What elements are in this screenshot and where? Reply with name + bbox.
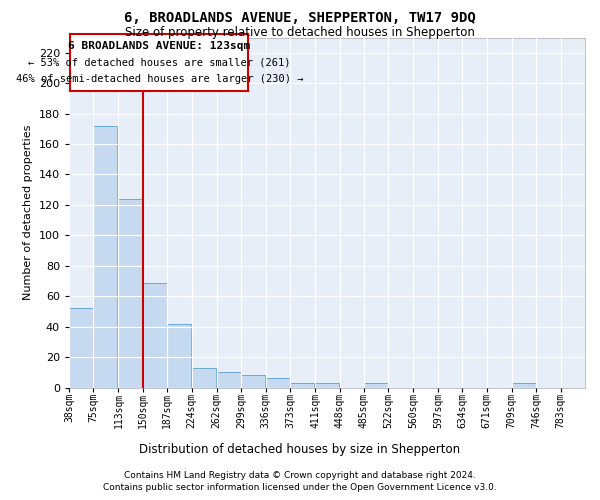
- Bar: [290, 383, 314, 388]
- Bar: [217, 372, 241, 388]
- Bar: [315, 383, 339, 388]
- Bar: [512, 383, 536, 388]
- Bar: [167, 324, 191, 388]
- Bar: [94, 126, 118, 388]
- Bar: [241, 376, 265, 388]
- Text: Contains public sector information licensed under the Open Government Licence v3: Contains public sector information licen…: [103, 484, 497, 492]
- Y-axis label: Number of detached properties: Number of detached properties: [23, 125, 33, 300]
- Bar: [192, 368, 216, 388]
- Bar: [143, 282, 167, 388]
- Text: Contains HM Land Registry data © Crown copyright and database right 2024.: Contains HM Land Registry data © Crown c…: [124, 471, 476, 480]
- Bar: [118, 199, 143, 388]
- Text: 6, BROADLANDS AVENUE, SHEPPERTON, TW17 9DQ: 6, BROADLANDS AVENUE, SHEPPERTON, TW17 9…: [124, 11, 476, 25]
- Bar: [69, 308, 93, 388]
- Bar: [364, 383, 388, 388]
- Text: Distribution of detached houses by size in Shepperton: Distribution of detached houses by size …: [139, 442, 461, 456]
- Text: Size of property relative to detached houses in Shepperton: Size of property relative to detached ho…: [125, 26, 475, 39]
- Bar: [266, 378, 290, 388]
